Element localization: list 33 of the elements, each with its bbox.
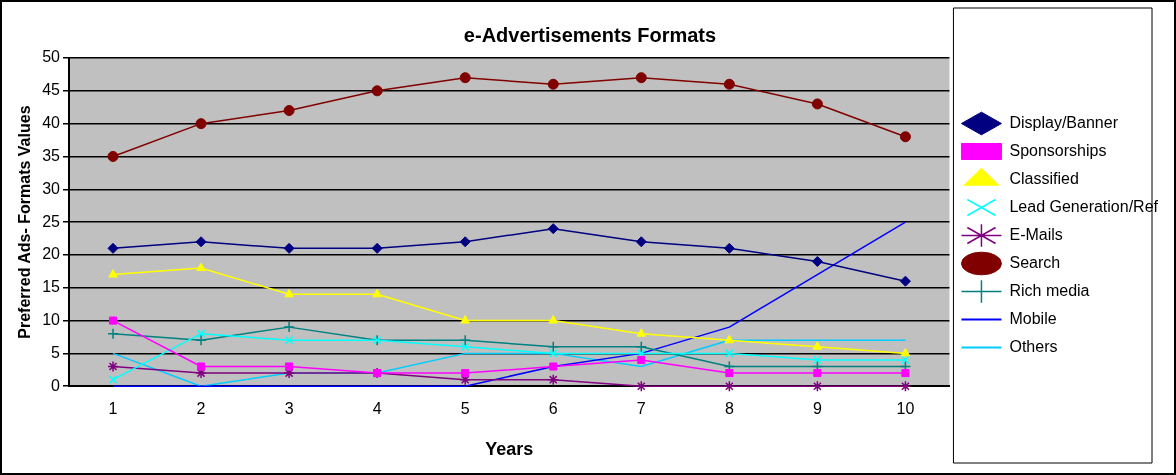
y-tick-label: 45	[42, 81, 61, 99]
legend-label: Sponsorships	[1009, 141, 1107, 159]
legend-label: Display/Banner	[1009, 113, 1119, 131]
legend-label: Rich media	[1009, 281, 1090, 299]
y-tick-label: 10	[42, 310, 61, 328]
x-tick-label: 1	[108, 400, 118, 418]
x-tick-label: 7	[636, 400, 646, 418]
chart-title: e-Advertisements Formats	[463, 23, 717, 46]
y-tick-label: 30	[42, 179, 61, 197]
x-tick-label: 9	[812, 400, 822, 418]
x-tick-label: 10	[896, 400, 915, 418]
y-tick-label: 50	[42, 48, 61, 66]
y-tick-label: 15	[42, 278, 61, 296]
x-tick-label: 5	[460, 400, 470, 418]
legend-label: Lead Generation/Ref	[1009, 197, 1159, 215]
y-tick-label: 25	[42, 212, 61, 230]
legend-label: Search	[1009, 253, 1061, 271]
x-tick-label: 4	[372, 400, 382, 418]
y-tick-label: 5	[51, 343, 61, 361]
legend-label: Others	[1009, 337, 1058, 355]
legend-label: E-Mails	[1009, 225, 1063, 243]
legend-label: Mobile	[1009, 309, 1057, 327]
y-tick-label: 40	[42, 114, 61, 132]
y-tick-label: 20	[42, 245, 61, 263]
y-tick-label: 0	[51, 376, 61, 394]
x-tick-label: 6	[548, 400, 558, 418]
y-axis-title: Preferred Ads- Formats Values	[16, 105, 34, 339]
legend-label: Classified	[1009, 169, 1079, 187]
x-tick-label: 2	[196, 400, 206, 418]
y-tick-label: 35	[42, 146, 61, 164]
x-tick-label: 8	[724, 400, 734, 418]
x-axis-title: Years	[485, 439, 534, 460]
x-tick-label: 3	[284, 400, 294, 418]
